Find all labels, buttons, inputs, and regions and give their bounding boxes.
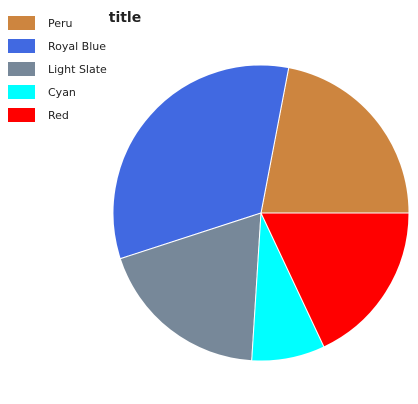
legend-swatch-peru [8, 16, 35, 30]
legend-swatch-cyan [8, 85, 35, 99]
pie-slice-peru [260, 67, 410, 214]
legend-swatch-royal-blue [8, 39, 35, 53]
pie-slice-red [260, 212, 410, 348]
pie-slice-royal-blue [112, 64, 290, 260]
legend-label-royal-blue: Royal Blue [48, 40, 106, 53]
legend-swatch-red [8, 108, 35, 122]
legend-label-red: Red [48, 109, 69, 122]
legend-swatch-light-slate [8, 62, 35, 76]
legend-label-cyan: Cyan [48, 86, 76, 99]
pie-slices [112, 64, 410, 362]
legend-label-light-slate: Light Slate [48, 63, 107, 76]
chart-title: title [109, 10, 141, 26]
legend-label-peru: Peru [48, 17, 73, 30]
pie-slice-light-slate [119, 212, 262, 362]
chart-legend: Peru Royal Blue Light Slate Cyan Red [8, 16, 107, 122]
